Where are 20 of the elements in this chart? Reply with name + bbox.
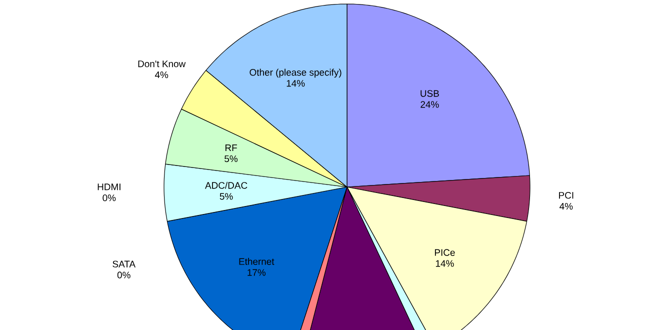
slice-label: Don't Know — [138, 60, 186, 68]
data-label: 4% — [560, 202, 573, 210]
slice-label: Ethernet — [239, 258, 274, 265]
slice-label: PICe — [434, 249, 455, 256]
category-label: HDMI — [98, 184, 120, 190]
data-label: 4% — [154, 71, 168, 78]
slice-label: PCI — [559, 192, 574, 199]
slice-label: USB — [420, 90, 439, 97]
data-label: 14% — [286, 80, 305, 87]
slice-label: Other (please specify) — [250, 68, 342, 78]
text: 0% — [117, 272, 130, 278]
category-label: SATA — [112, 260, 136, 268]
data-label: 14% — [436, 260, 454, 267]
data-label: 5% — [220, 193, 233, 200]
slice-label: ADC/DAC — [205, 182, 248, 189]
slice-label: RF — [225, 144, 237, 152]
data-label: 17% — [248, 269, 266, 276]
data-label: 24% — [420, 101, 439, 108]
data-label: 5% — [224, 155, 238, 162]
text: 0% — [102, 194, 116, 202]
